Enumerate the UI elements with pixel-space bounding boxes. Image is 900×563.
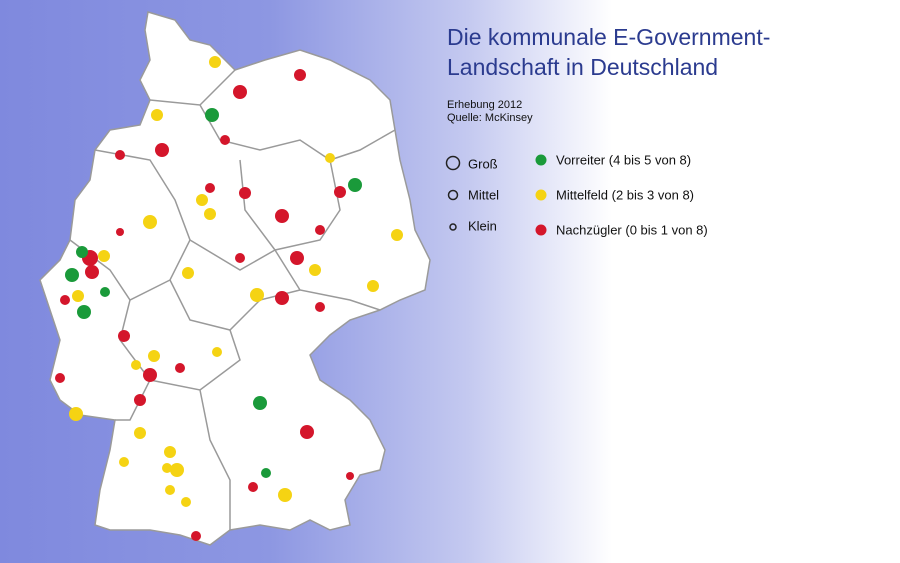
city-marker	[164, 446, 176, 458]
city-marker	[69, 407, 83, 421]
legend-color-label: Mittelfeld (2 bis 3 von 8)	[556, 187, 694, 202]
city-marker	[235, 253, 245, 263]
title: Die kommunale E-Government- Landschaft i…	[447, 22, 770, 82]
city-marker	[325, 153, 335, 163]
city-marker	[115, 150, 125, 160]
city-marker	[155, 143, 169, 157]
source: Quelle: McKinsey	[447, 112, 533, 124]
city-marker	[162, 463, 172, 473]
city-marker	[212, 347, 222, 357]
legend-color-symbol	[535, 189, 547, 201]
legend-size-symbol	[449, 223, 457, 231]
legend-size-label: Klein	[468, 218, 497, 233]
city-marker	[248, 482, 258, 492]
city-marker	[233, 85, 247, 99]
city-marker	[239, 187, 251, 199]
city-marker	[175, 363, 185, 373]
city-marker	[134, 394, 146, 406]
source-info: Erhebung 2012 Quelle: McKinsey	[447, 99, 533, 125]
city-marker	[367, 280, 379, 292]
city-marker	[143, 215, 157, 229]
city-marker	[191, 531, 201, 541]
title-line: Die kommunale E-Government-	[447, 24, 771, 50]
city-marker	[60, 295, 70, 305]
legend-color-symbol	[535, 154, 547, 166]
city-markers	[55, 56, 403, 541]
city-marker	[315, 225, 325, 235]
city-marker	[148, 350, 160, 362]
city-marker	[294, 69, 306, 81]
city-marker	[334, 186, 346, 198]
city-marker	[278, 488, 292, 502]
legend-color-label: Vorreiter (4 bis 5 von 8)	[556, 152, 691, 167]
city-marker	[143, 368, 157, 382]
city-marker	[290, 251, 304, 265]
legend-size-symbol	[445, 155, 461, 171]
city-marker	[170, 463, 184, 477]
city-marker	[205, 183, 215, 193]
survey-year: Erhebung 2012	[447, 99, 523, 111]
city-marker	[220, 135, 230, 145]
city-marker	[151, 109, 163, 121]
city-marker	[253, 396, 267, 410]
legend-size-label: Groß	[468, 156, 498, 171]
city-marker	[55, 373, 65, 383]
city-marker	[119, 457, 129, 467]
city-marker	[309, 264, 321, 276]
city-marker	[181, 497, 191, 507]
city-marker	[391, 229, 403, 241]
legend-color-label: Nachzügler (0 bis 1 von 8)	[556, 222, 708, 237]
city-marker	[131, 360, 141, 370]
city-marker	[300, 425, 314, 439]
city-marker	[196, 194, 208, 206]
city-marker	[65, 268, 79, 282]
legend: Groß Mittel Klein Vorreiter (4 bis 5 von…	[445, 152, 708, 237]
city-marker	[118, 330, 130, 342]
legend-size-label: Mittel	[468, 187, 499, 202]
city-marker	[100, 287, 110, 297]
city-marker	[182, 267, 194, 279]
city-marker	[261, 468, 271, 478]
city-marker	[205, 108, 219, 122]
title-line: Landschaft in Deutschland	[447, 54, 719, 80]
city-marker	[315, 302, 325, 312]
city-marker	[209, 56, 221, 68]
city-marker	[250, 288, 264, 302]
legend-size-symbol	[447, 189, 459, 201]
city-marker	[98, 250, 110, 262]
city-marker	[165, 485, 175, 495]
city-marker	[346, 472, 354, 480]
legend-color-symbol	[535, 224, 547, 236]
city-marker	[77, 305, 91, 319]
city-marker	[275, 209, 289, 223]
city-marker	[204, 208, 216, 220]
city-marker	[76, 246, 88, 258]
city-marker	[85, 265, 99, 279]
city-marker	[134, 427, 146, 439]
city-marker	[116, 228, 124, 236]
germany-outline	[39, 11, 431, 546]
city-marker	[275, 291, 289, 305]
city-marker	[72, 290, 84, 302]
city-marker	[348, 178, 362, 192]
